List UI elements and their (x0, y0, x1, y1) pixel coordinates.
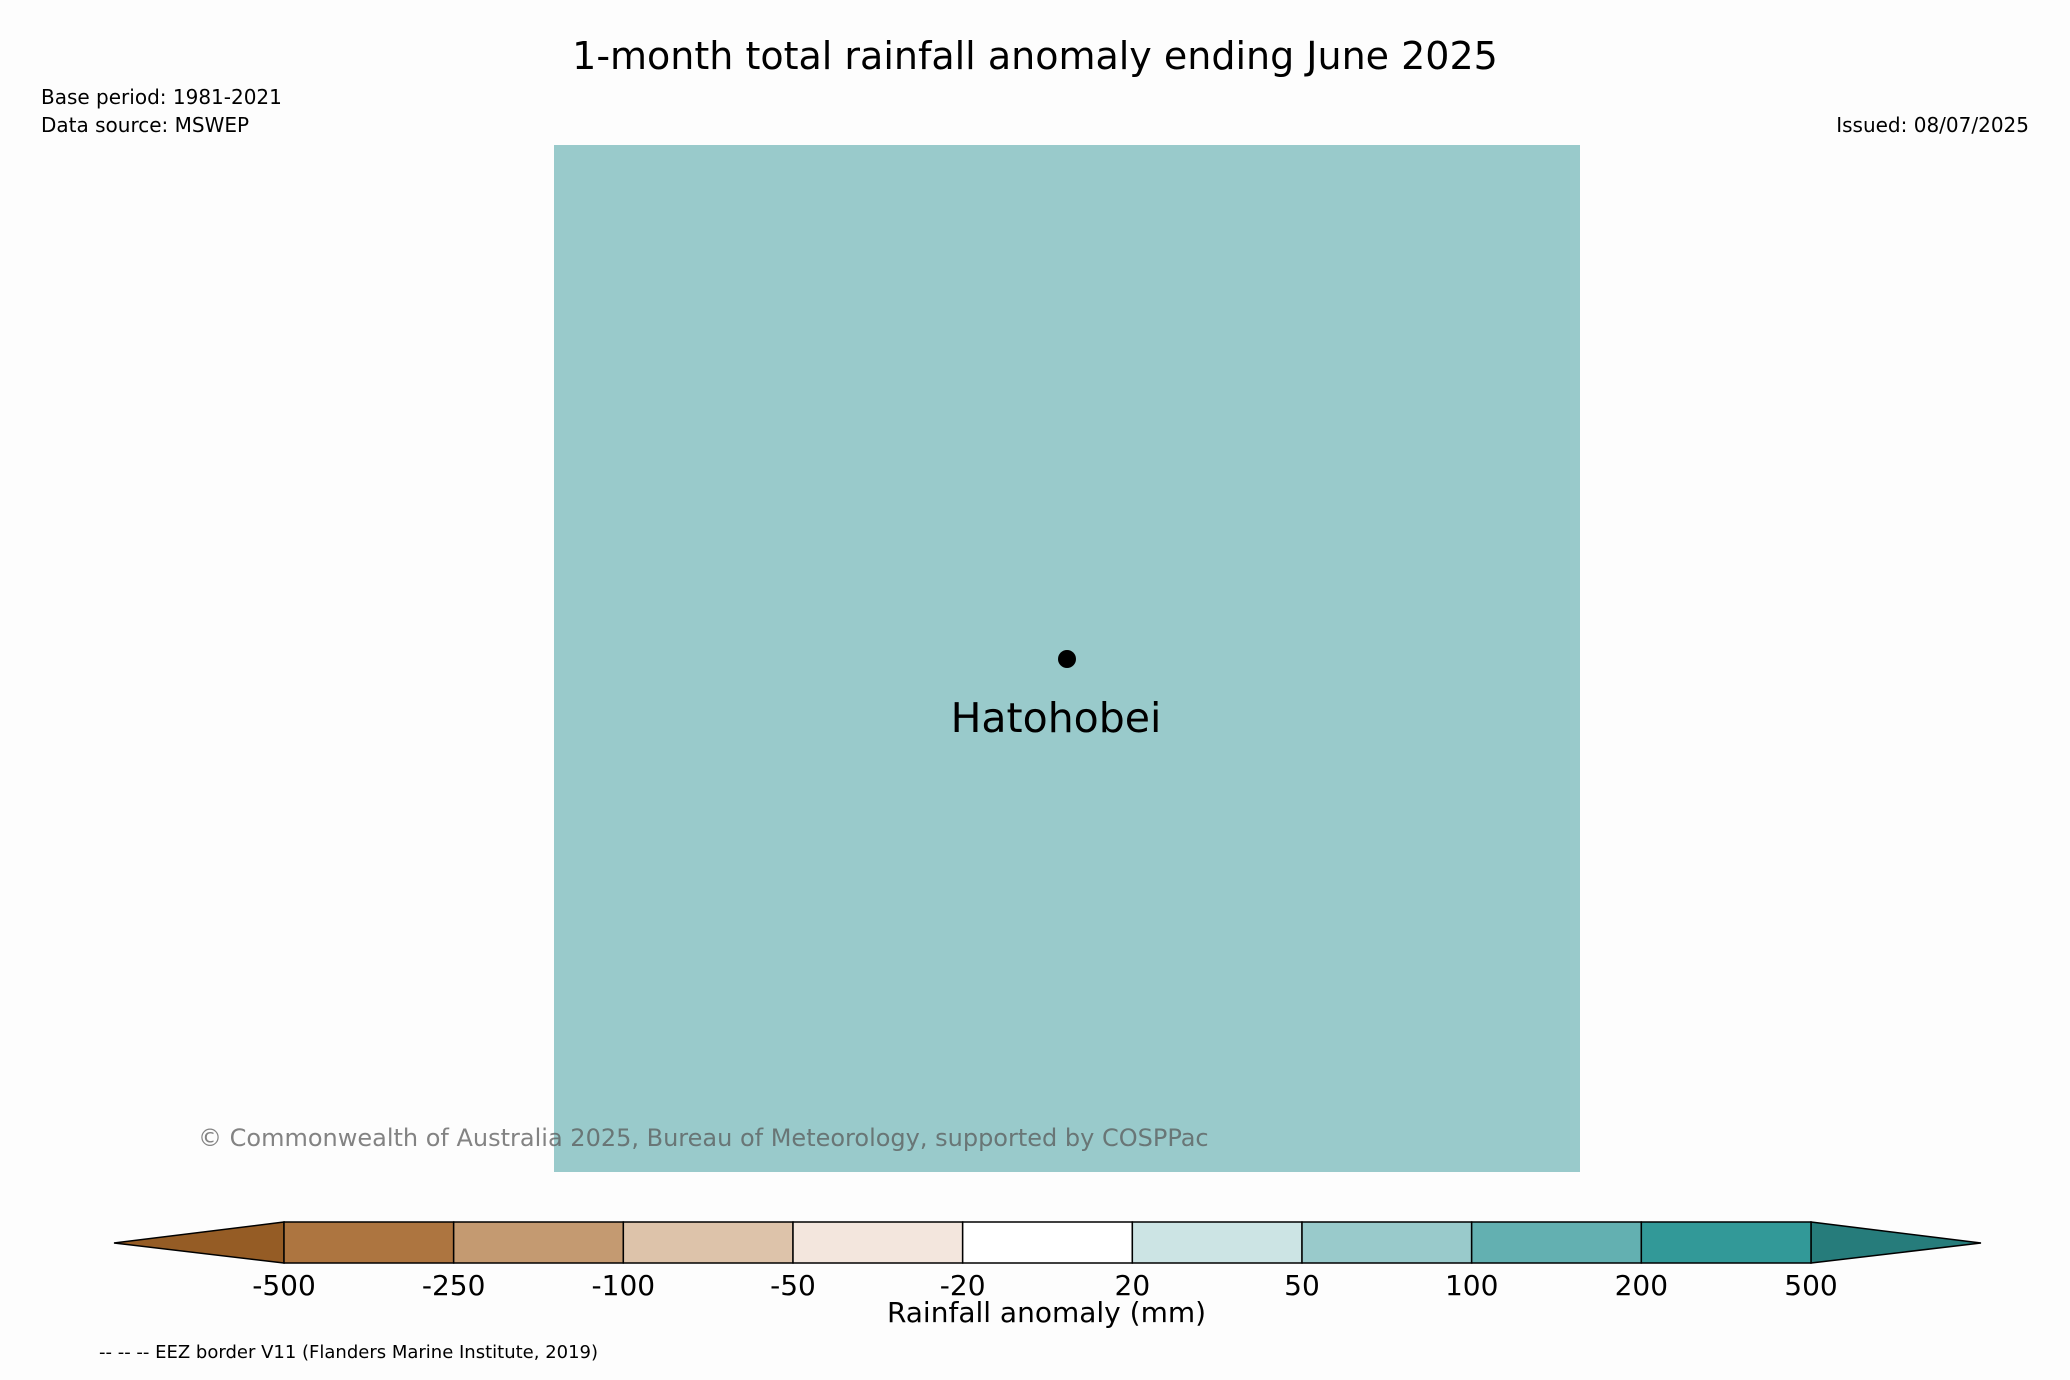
colorbar-extend-high-triangle (1810, 1221, 1982, 1264)
colorbar-extend-low-triangle (113, 1221, 285, 1264)
colorbar-axis-label: Rainfall anomaly (mm) (886, 1296, 1207, 1329)
location-marker-dot (1058, 650, 1076, 668)
colorbar-segment (961, 1221, 1134, 1264)
eez-border-footnote: -- -- -- EEZ border V11 (Flanders Marine… (99, 1342, 599, 1363)
data-source-text: Data source: MSWEP (41, 113, 250, 137)
map-title: 1-month total rainfall anomaly ending Ju… (572, 34, 1498, 78)
colorbar-segment (1640, 1221, 1812, 1264)
place-label-hatohobei: Hatohobei (950, 694, 1162, 742)
issued-date-text: Issued: 08/07/2025 (1836, 113, 2029, 137)
colorbar-segment (622, 1221, 794, 1264)
colorbar-segment (1301, 1221, 1473, 1264)
colorbar-segment (283, 1221, 455, 1264)
colorbar-segment (452, 1221, 625, 1264)
copyright-notice: © Commonwealth of Australia 2025, Bureau… (198, 1124, 1209, 1152)
colorbar-segment (1470, 1221, 1643, 1264)
colorbar-segment (792, 1221, 964, 1264)
base-period-text: Base period: 1981-2021 (41, 85, 282, 109)
colorbar-segment (1131, 1221, 1303, 1264)
